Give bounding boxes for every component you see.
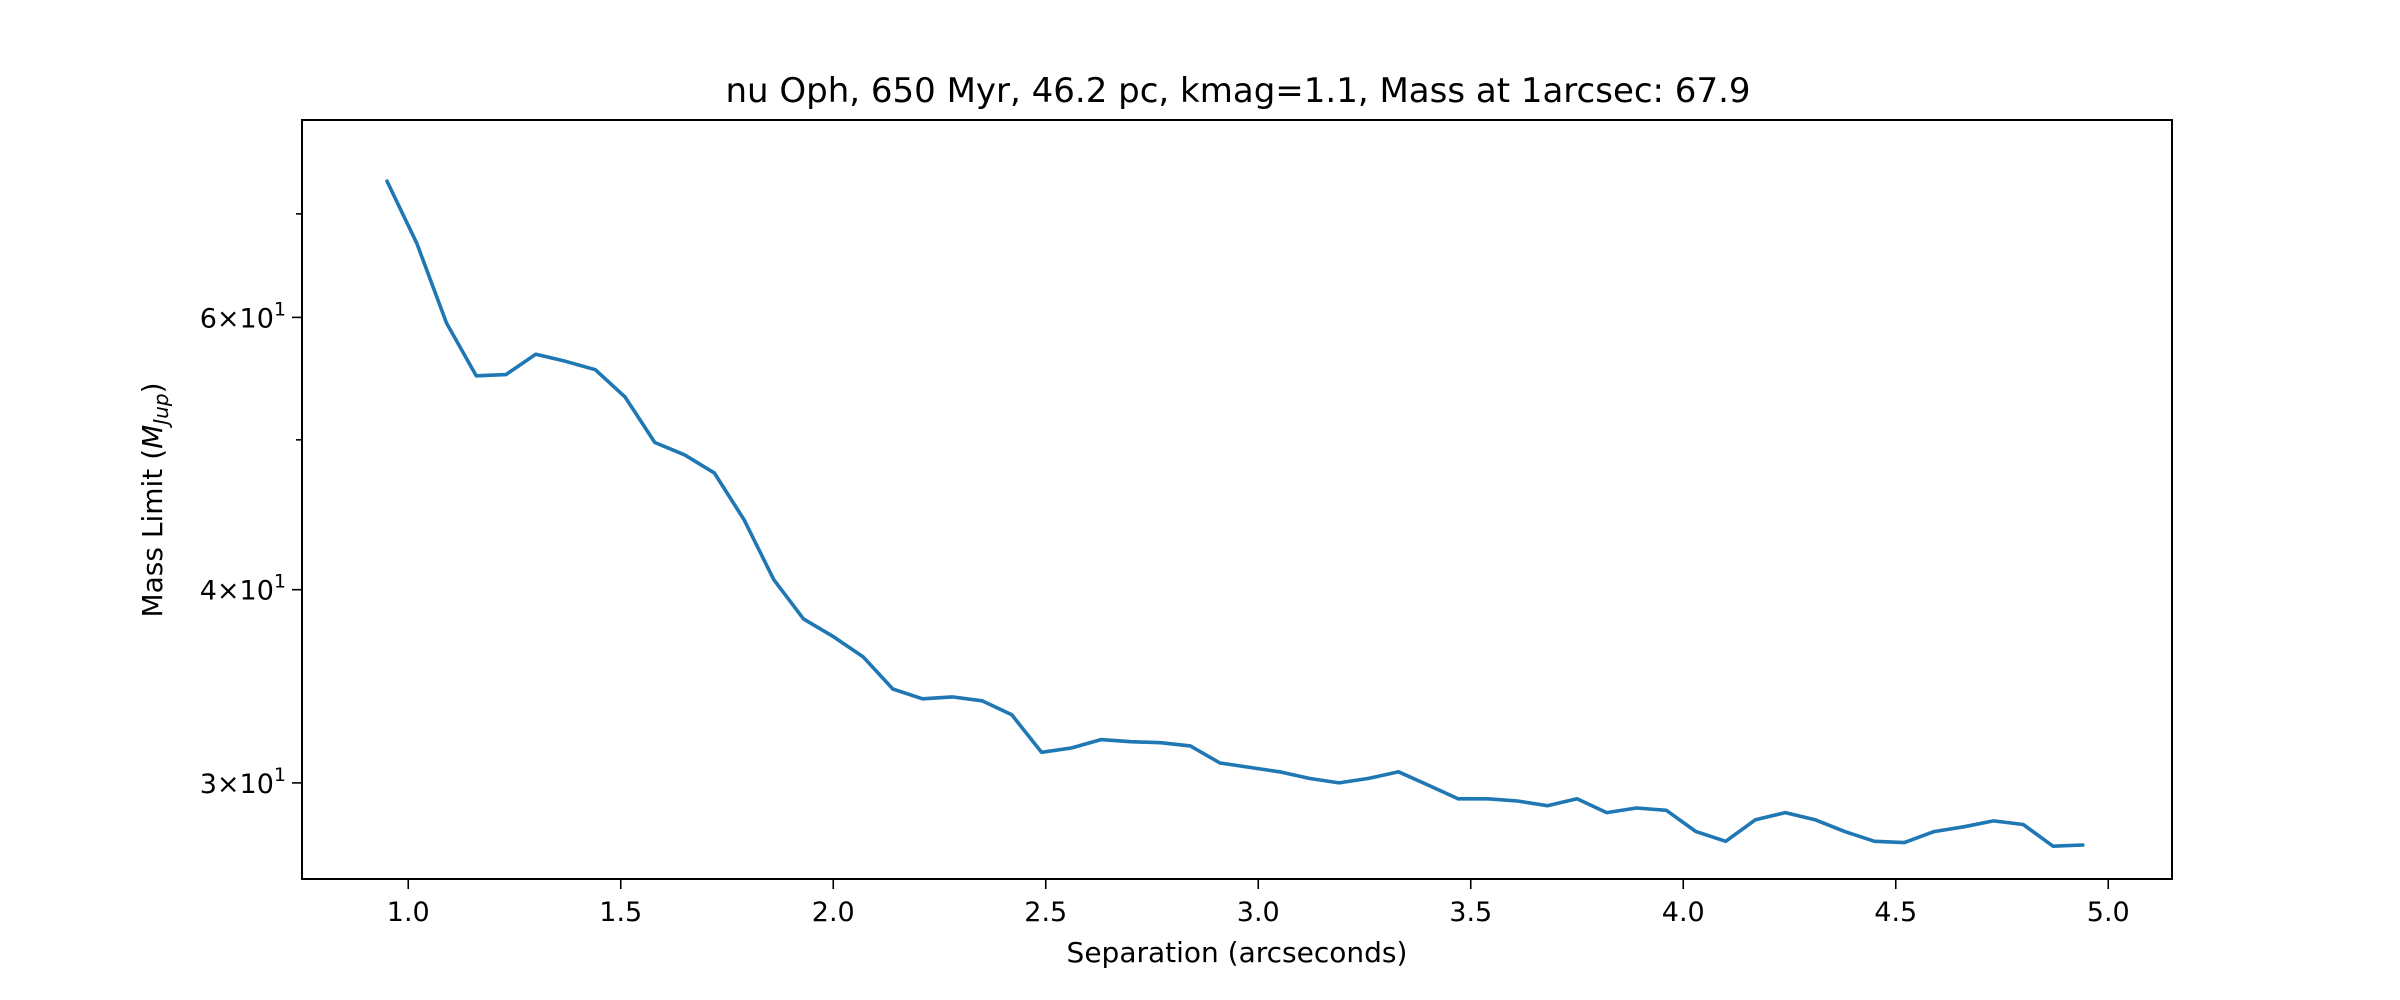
y-axis-label: Mass Limit (MJup) [136,382,173,617]
y-axis-ticks: 3×101 4×101 6×101 [200,213,302,800]
x-tick-label: 5.0 [2087,897,2130,928]
y-tick-label: 4×101 [200,571,286,607]
x-tick-label: 4.0 [1662,897,1705,928]
x-tick-label: 3.0 [1237,897,1280,928]
x-axis-ticks: 1.0 1.5 2.0 2.5 3.0 3.5 4.0 4.5 5.0 [387,879,2130,928]
x-tick-label: 3.5 [1449,897,1492,928]
x-tick-label: 4.5 [1874,897,1917,928]
x-tick-label: 2.0 [812,897,855,928]
chart-title: nu Oph, 650 Myr, 46.2 pc, kmag=1.1, Mass… [725,71,1750,111]
x-tick-label: 1.5 [599,897,642,928]
x-axis-label: Separation (arcseconds) [1067,936,1408,969]
plot-area [301,119,2173,880]
x-tick-label: 2.5 [1024,897,1067,928]
y-tick-label: 3×101 [200,764,286,800]
series-line [385,179,2085,849]
y-tick-label: 6×101 [200,298,286,334]
x-tick-label: 1.0 [387,897,430,928]
series-group [385,179,2085,849]
